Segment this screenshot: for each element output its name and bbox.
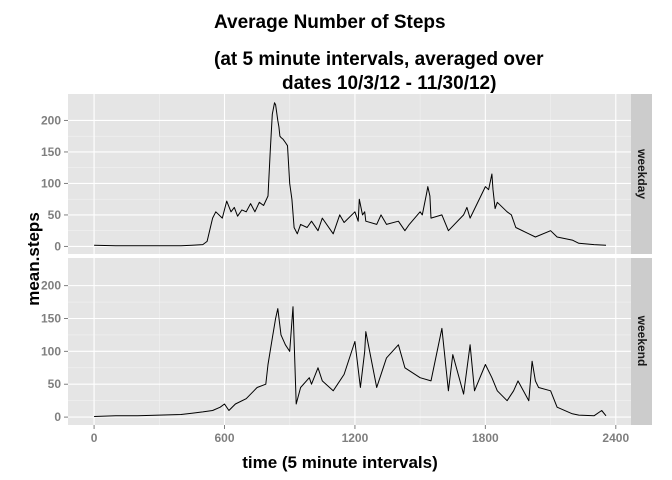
facet-weekend: 0 50 100 150 200 weekend (41, 258, 652, 425)
title-line-2: (at 5 minute intervals, averaged over (214, 49, 544, 70)
y-tick-label: 100 (41, 176, 61, 190)
y-tick-label: 50 (48, 377, 62, 391)
title-line-1: Average Number of Steps (214, 12, 446, 33)
y-tick-label: 50 (48, 208, 62, 222)
x-tick-label: 1800 (472, 431, 499, 445)
y-axis-title: mean.steps (24, 212, 43, 306)
strip-weekend (631, 258, 652, 425)
y-ticks-weekday: 0 50 100 150 200 (41, 113, 68, 253)
series-line-weekend (94, 306, 607, 417)
y-tick-label: 200 (41, 113, 61, 127)
title-line-3: dates 10/3/12 - 11/30/12) (282, 73, 496, 94)
strip-label-weekend: weekend (635, 315, 649, 367)
series-line-weekday (94, 102, 607, 247)
panel-weekend (68, 258, 631, 425)
y-tick-label: 0 (54, 410, 61, 424)
x-tick-label: 2400 (602, 431, 629, 445)
y-tick-label: 100 (41, 344, 61, 358)
chart-title: Average Number of Steps (at 5 minute int… (214, 12, 544, 94)
y-tick-label: 200 (41, 279, 61, 293)
panel-weekday (68, 94, 631, 254)
facet-weekday: 0 50 100 150 200 weekday (41, 94, 652, 254)
x-tick-label: 600 (214, 431, 234, 445)
grid-weekday (68, 94, 631, 254)
x-tick-label: 0 (91, 431, 98, 445)
y-tick-label: 0 (54, 239, 61, 253)
x-axis-title: time (5 minute intervals) (242, 453, 438, 472)
strip-label-weekday: weekday (635, 148, 649, 199)
y-tick-label: 150 (41, 311, 61, 325)
x-tick-label: 1200 (342, 431, 369, 445)
strip-weekday (631, 94, 652, 254)
y-tick-label: 150 (41, 145, 61, 159)
y-ticks-weekend: 0 50 100 150 200 (41, 279, 68, 424)
x-axis-ticks: 0 600 1200 1800 2400 (91, 425, 629, 445)
